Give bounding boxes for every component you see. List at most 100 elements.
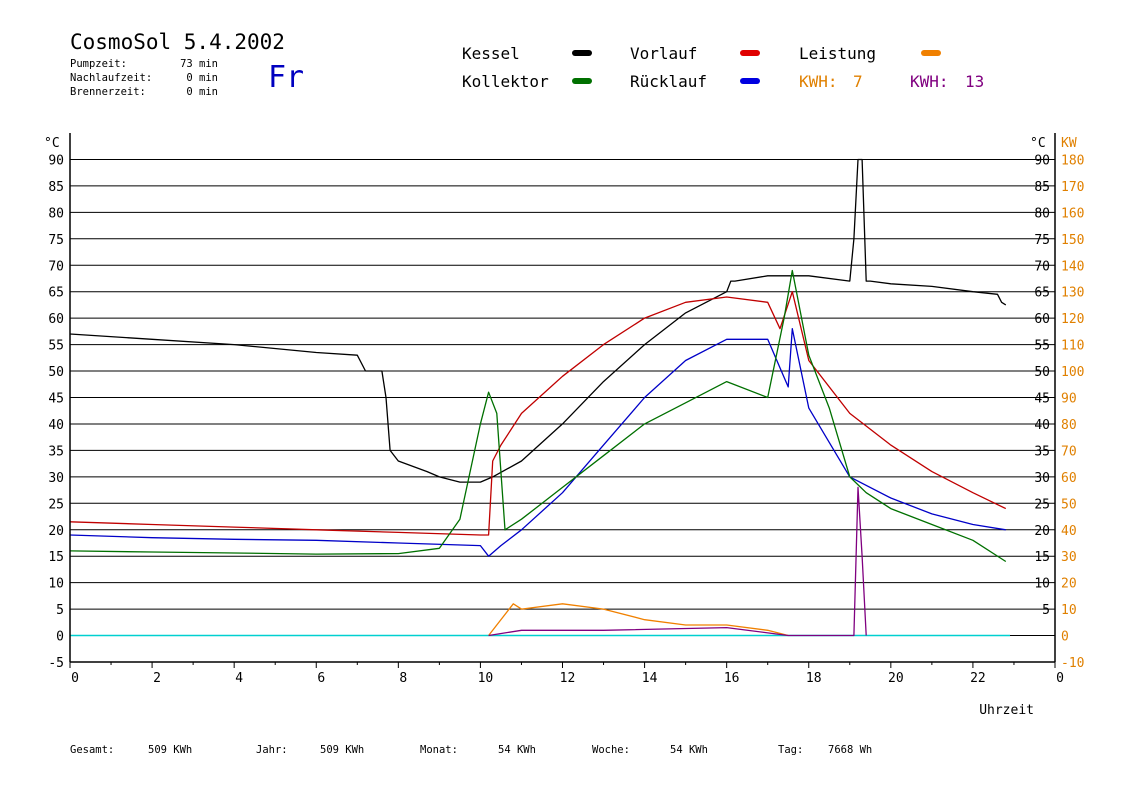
y-tick-label-right-power: 60	[1061, 471, 1077, 486]
footer-label: Tag:	[778, 744, 804, 756]
y-tick-label-left: 65	[48, 286, 64, 301]
y-tick-label-right-temp: 80	[1034, 206, 1050, 221]
y-tick-label-left: 45	[48, 392, 64, 407]
legend-kollektor-swatch	[572, 78, 592, 84]
burner-time-label: Brennerzeit:	[70, 86, 146, 98]
chart-title: CosmoSol 5.4.2002	[70, 30, 285, 54]
y-tick-label-right-temp: 70	[1034, 259, 1050, 274]
y-tick-label-left: 0	[56, 630, 64, 645]
x-tick-label: 6	[317, 671, 325, 686]
x-tick-label: 2	[153, 671, 161, 686]
y-tick-label-right-temp: 20	[1034, 524, 1050, 539]
x-tick-label: 0	[1056, 671, 1064, 686]
footer-label: Monat:	[420, 744, 458, 756]
footer-value: 54 KWh	[498, 744, 536, 756]
y-tick-label-right-power: 180	[1061, 153, 1084, 168]
x-tick-label: 14	[642, 671, 658, 686]
y-tick-label-left: -5	[48, 656, 64, 671]
y-tick-label-left: 10	[48, 577, 64, 592]
y-tick-label-right-power: 10	[1061, 603, 1077, 618]
legend-ruecklauf-swatch	[740, 78, 760, 84]
weekday-label: Fr	[268, 60, 305, 95]
y-tick-label-right-power: 160	[1061, 206, 1084, 221]
kwh-b-value: 13	[965, 72, 985, 91]
x-axis-label: Uhrzeit	[979, 703, 1034, 718]
y-tick-label-left: 35	[48, 444, 64, 459]
series-line-kessel	[69, 158, 1007, 483]
y-tick-label-left: 5	[56, 603, 64, 618]
y-tick-label-left: 20	[48, 524, 64, 539]
y-tick-label-right-temp: 30	[1034, 471, 1050, 486]
y-tick-label-right-temp: 85	[1034, 180, 1050, 195]
x-tick-label: 22	[970, 671, 986, 686]
y-tick-label-left: 30	[48, 471, 64, 486]
followup-time-value: 0 min	[186, 72, 218, 84]
y-tick-label-left: 40	[48, 418, 64, 433]
y-tick-label-right-power: 70	[1061, 444, 1077, 459]
series-line-vorlauf	[69, 291, 1007, 536]
x-tick-label: 18	[806, 671, 822, 686]
footer-value: 7668 Wh	[828, 744, 873, 756]
y-tick-label-left: 90	[48, 153, 64, 168]
y-tick-label-right-temp: 50	[1034, 365, 1050, 380]
pump-time-label: Pumpzeit:	[70, 58, 127, 70]
y-tick-label-left: 80	[48, 206, 64, 221]
footer-label: Gesamt:	[70, 744, 115, 756]
legend-kessel-label: Kessel	[462, 44, 520, 63]
x-tick-label: 20	[888, 671, 904, 686]
y-tick-label-right-temp: 5	[1042, 603, 1050, 618]
legend-vorlauf-label: Vorlauf	[630, 44, 698, 63]
y-tick-label-right-power: 120	[1061, 312, 1084, 327]
y-tick-label-right-power: 90	[1061, 392, 1077, 407]
y-tick-label-left: 55	[48, 339, 64, 354]
x-tick-label: 8	[399, 671, 407, 686]
y-tick-label-left: 70	[48, 259, 64, 274]
y-tick-label-right-temp: 55	[1034, 339, 1050, 354]
y-tick-label-left: 75	[48, 233, 64, 248]
y-tick-label-left: 25	[48, 497, 64, 512]
footer-label: Woche:	[592, 744, 630, 756]
y-tick-label-right-power: 80	[1061, 418, 1077, 433]
series-line-r-cklauf	[69, 328, 1006, 557]
y-tick-label-right-temp: 40	[1034, 418, 1050, 433]
kwh-a-value: 7	[853, 72, 863, 91]
footer-value: 54 KWh	[670, 744, 708, 756]
y-tick-label-right-power: -10	[1061, 656, 1084, 671]
footer-value: 509 KWh	[148, 744, 193, 756]
kwh-b-label: KWH:	[910, 72, 949, 91]
y-tick-label-right-temp: 75	[1034, 233, 1050, 248]
y-tick-label-right-power: 50	[1061, 497, 1077, 512]
y-tick-label-left: 60	[48, 312, 64, 327]
y-tick-label-right-power: 140	[1061, 259, 1084, 274]
y-tick-label-right-power: 30	[1061, 550, 1077, 565]
y-tick-label-left: 85	[48, 180, 64, 195]
y-tick-label-right-temp: 10	[1034, 577, 1050, 592]
y-tick-label-right-power: 100	[1061, 365, 1084, 380]
y-tick-label-right-power: 20	[1061, 577, 1077, 592]
series-line-leistung	[488, 603, 789, 637]
legend-kollektor-label: Kollektor	[462, 72, 549, 91]
legend-vorlauf-swatch	[740, 50, 760, 56]
series-line-kwh-13	[488, 486, 867, 637]
y-tick-label-right-temp: 90	[1034, 153, 1050, 168]
followup-time-label: Nachlaufzeit:	[70, 72, 153, 84]
legend-ruecklauf-label: Rücklauf	[630, 72, 708, 91]
x-tick-label: 10	[478, 671, 494, 686]
legend-kessel-swatch	[572, 50, 592, 56]
x-tick-label: 12	[560, 671, 576, 686]
y-tick-label-right-temp: 35	[1034, 444, 1050, 459]
y-tick-label-right-temp: 15	[1034, 550, 1050, 565]
y-tick-label-left: 50	[48, 365, 64, 380]
y-tick-label-right-power: 150	[1061, 233, 1084, 248]
y-axis-label-right-power: KW	[1061, 136, 1077, 151]
y-tick-label-right-power: 0	[1061, 630, 1069, 645]
y-tick-label-right-temp: 60	[1034, 312, 1050, 327]
y-axis-label-right-temp: °C	[1030, 136, 1046, 151]
y-axis-label-left: °C	[44, 136, 60, 151]
y-tick-label-right-temp: 65	[1034, 286, 1050, 301]
y-tick-label-right-temp: 45	[1034, 392, 1050, 407]
x-tick-label: 0	[71, 671, 79, 686]
x-tick-label: 16	[724, 671, 740, 686]
y-tick-label-right-power: 40	[1061, 524, 1077, 539]
